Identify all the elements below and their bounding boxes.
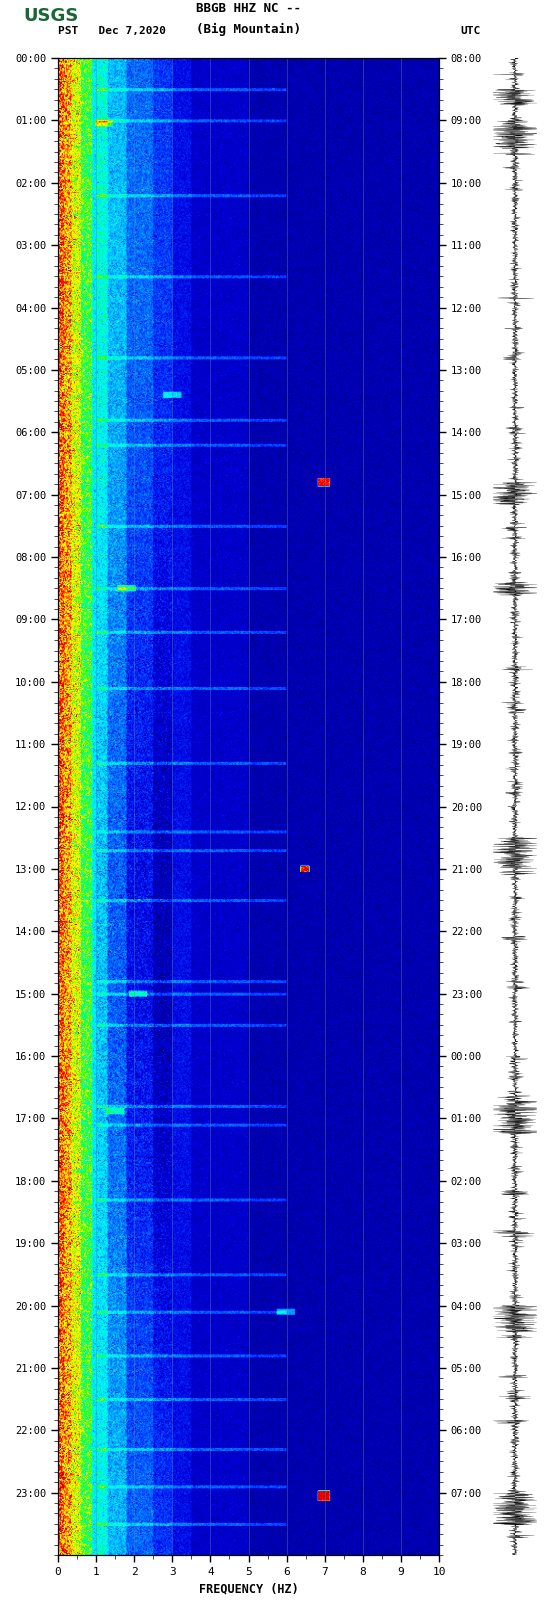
X-axis label: FREQUENCY (HZ): FREQUENCY (HZ) [199,1582,299,1595]
Text: (Big Mountain): (Big Mountain) [196,23,301,35]
Text: USGS: USGS [24,6,79,24]
Text: PST   Dec 7,2020: PST Dec 7,2020 [58,26,166,35]
Text: BBGB HHZ NC --: BBGB HHZ NC -- [196,2,301,15]
Polygon shape [4,11,23,35]
Text: UTC: UTC [461,26,481,35]
